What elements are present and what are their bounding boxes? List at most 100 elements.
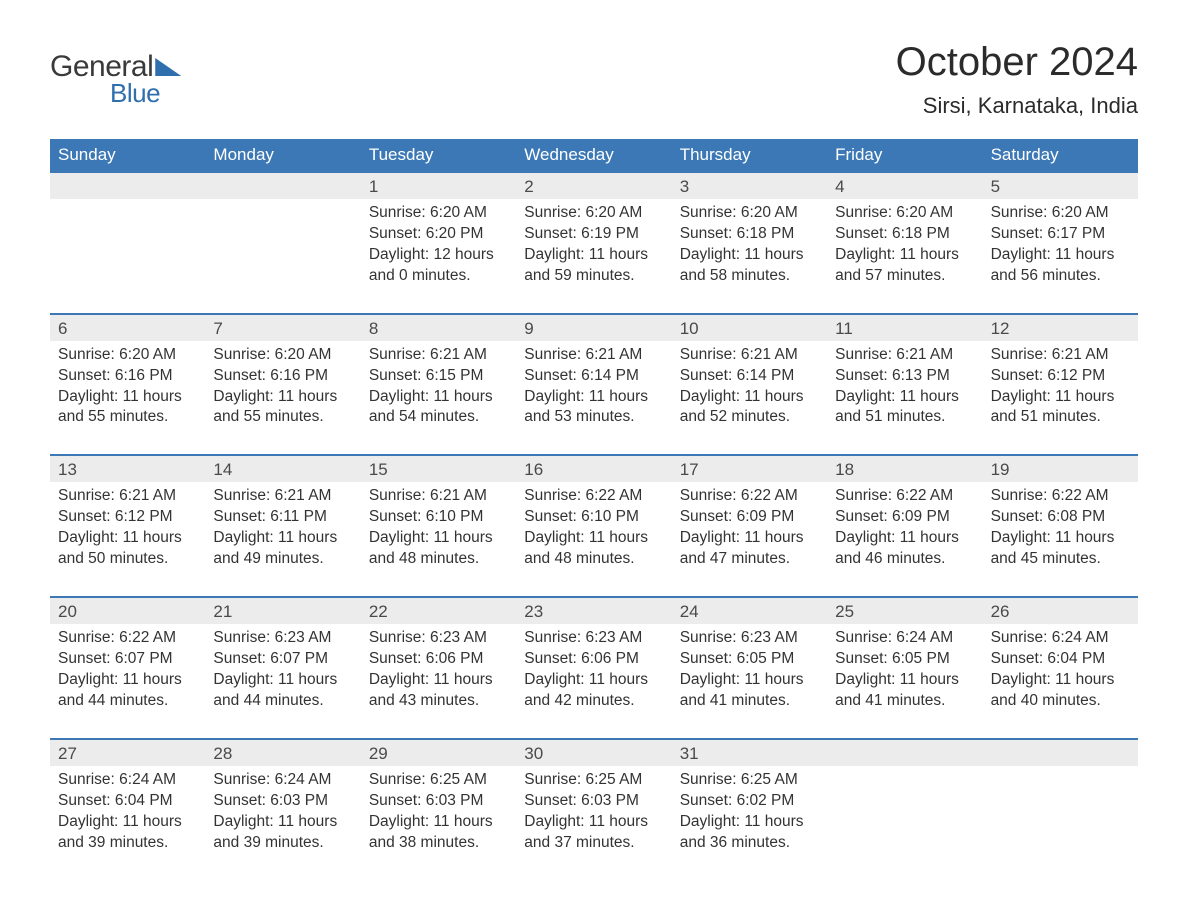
- day-cell: Sunrise: 6:24 AMSunset: 6:03 PMDaylight:…: [205, 766, 360, 858]
- logo-flag-icon: [155, 58, 181, 76]
- sunrise-line: Sunrise: 6:22 AM: [991, 486, 1130, 507]
- location-subtitle: Sirsi, Karnataka, India: [896, 93, 1138, 119]
- day-cell: Sunrise: 6:22 AMSunset: 6:08 PMDaylight:…: [983, 482, 1138, 574]
- day-number: [205, 173, 360, 199]
- day-cell: Sunrise: 6:25 AMSunset: 6:03 PMDaylight:…: [516, 766, 671, 858]
- day-cell: Sunrise: 6:21 AMSunset: 6:11 PMDaylight:…: [205, 482, 360, 574]
- sunrise-line: Sunrise: 6:25 AM: [680, 770, 819, 791]
- title-block: October 2024 Sirsi, Karnataka, India: [896, 40, 1138, 119]
- day-number: 19: [983, 456, 1138, 482]
- sunrise-line: Sunrise: 6:21 AM: [58, 486, 197, 507]
- sunrise-line: Sunrise: 6:24 AM: [835, 628, 974, 649]
- daylight-line: Daylight: 11 hours and 55 minutes.: [58, 387, 197, 429]
- day-cell: Sunrise: 6:22 AMSunset: 6:07 PMDaylight:…: [50, 624, 205, 716]
- sunrise-line: Sunrise: 6:21 AM: [369, 486, 508, 507]
- week-daynum-row: 12345: [50, 171, 1138, 199]
- sunset-line: Sunset: 6:04 PM: [58, 791, 197, 812]
- sunrise-line: Sunrise: 6:25 AM: [369, 770, 508, 791]
- sunrise-line: Sunrise: 6:21 AM: [991, 345, 1130, 366]
- daylight-line: Daylight: 11 hours and 44 minutes.: [213, 670, 352, 712]
- sunset-line: Sunset: 6:16 PM: [58, 366, 197, 387]
- daylight-line: Daylight: 11 hours and 39 minutes.: [213, 812, 352, 854]
- sunset-line: Sunset: 6:17 PM: [991, 224, 1130, 245]
- calendar-body: 12345Sunrise: 6:20 AMSunset: 6:20 PMDayl…: [50, 171, 1138, 857]
- day-number: 14: [205, 456, 360, 482]
- day-number: 21: [205, 598, 360, 624]
- day-number: 26: [983, 598, 1138, 624]
- day-cell: Sunrise: 6:20 AMSunset: 6:18 PMDaylight:…: [672, 199, 827, 291]
- sunrise-line: Sunrise: 6:23 AM: [524, 628, 663, 649]
- logo-text-blue: Blue: [110, 78, 160, 109]
- day-cell: Sunrise: 6:24 AMSunset: 6:04 PMDaylight:…: [983, 624, 1138, 716]
- day-number: 9: [516, 315, 671, 341]
- day-number: 7: [205, 315, 360, 341]
- month-title: October 2024: [896, 40, 1138, 85]
- sunset-line: Sunset: 6:11 PM: [213, 507, 352, 528]
- day-number: 28: [205, 740, 360, 766]
- day-cell: Sunrise: 6:20 AMSunset: 6:16 PMDaylight:…: [50, 341, 205, 433]
- sunset-line: Sunset: 6:04 PM: [991, 649, 1130, 670]
- day-cell: Sunrise: 6:21 AMSunset: 6:14 PMDaylight:…: [516, 341, 671, 433]
- sunset-line: Sunset: 6:09 PM: [680, 507, 819, 528]
- daylight-line: Daylight: 11 hours and 41 minutes.: [680, 670, 819, 712]
- sunset-line: Sunset: 6:03 PM: [369, 791, 508, 812]
- day-cell: Sunrise: 6:21 AMSunset: 6:10 PMDaylight:…: [361, 482, 516, 574]
- sunrise-line: Sunrise: 6:23 AM: [369, 628, 508, 649]
- daylight-line: Daylight: 11 hours and 45 minutes.: [991, 528, 1130, 570]
- sunrise-line: Sunrise: 6:23 AM: [213, 628, 352, 649]
- day-number: [827, 740, 982, 766]
- day-number: 25: [827, 598, 982, 624]
- daylight-line: Daylight: 11 hours and 38 minutes.: [369, 812, 508, 854]
- week-daynum-row: 20212223242526: [50, 596, 1138, 624]
- day-cell: Sunrise: 6:20 AMSunset: 6:17 PMDaylight:…: [983, 199, 1138, 291]
- sunset-line: Sunset: 6:05 PM: [680, 649, 819, 670]
- sunrise-line: Sunrise: 6:21 AM: [835, 345, 974, 366]
- day-cell: Sunrise: 6:22 AMSunset: 6:09 PMDaylight:…: [827, 482, 982, 574]
- sunrise-line: Sunrise: 6:22 AM: [58, 628, 197, 649]
- day-number: 15: [361, 456, 516, 482]
- page-header: General Blue October 2024 Sirsi, Karnata…: [50, 40, 1138, 119]
- sunrise-line: Sunrise: 6:20 AM: [991, 203, 1130, 224]
- day-number: 10: [672, 315, 827, 341]
- calendar-header-row: SundayMondayTuesdayWednesdayThursdayFrid…: [50, 139, 1138, 171]
- day-number: 8: [361, 315, 516, 341]
- sunset-line: Sunset: 6:03 PM: [524, 791, 663, 812]
- sunset-line: Sunset: 6:14 PM: [680, 366, 819, 387]
- day-number: 4: [827, 173, 982, 199]
- day-cell: Sunrise: 6:25 AMSunset: 6:03 PMDaylight:…: [361, 766, 516, 858]
- day-number: 11: [827, 315, 982, 341]
- day-cell: [983, 766, 1138, 858]
- day-cell: Sunrise: 6:21 AMSunset: 6:14 PMDaylight:…: [672, 341, 827, 433]
- day-cell: Sunrise: 6:22 AMSunset: 6:10 PMDaylight:…: [516, 482, 671, 574]
- day-of-week-header: Tuesday: [361, 139, 516, 171]
- week-data-row: Sunrise: 6:24 AMSunset: 6:04 PMDaylight:…: [50, 766, 1138, 858]
- daylight-line: Daylight: 11 hours and 44 minutes.: [58, 670, 197, 712]
- week-data-row: Sunrise: 6:21 AMSunset: 6:12 PMDaylight:…: [50, 482, 1138, 574]
- week-daynum-row: 13141516171819: [50, 454, 1138, 482]
- week-data-row: Sunrise: 6:20 AMSunset: 6:16 PMDaylight:…: [50, 341, 1138, 433]
- sunrise-line: Sunrise: 6:22 AM: [680, 486, 819, 507]
- day-number: 29: [361, 740, 516, 766]
- day-of-week-header: Thursday: [672, 139, 827, 171]
- day-number: 3: [672, 173, 827, 199]
- day-cell: [827, 766, 982, 858]
- week-data-row: Sunrise: 6:20 AMSunset: 6:20 PMDaylight:…: [50, 199, 1138, 291]
- day-number: 23: [516, 598, 671, 624]
- daylight-line: Daylight: 11 hours and 48 minutes.: [524, 528, 663, 570]
- day-cell: Sunrise: 6:22 AMSunset: 6:09 PMDaylight:…: [672, 482, 827, 574]
- day-cell: Sunrise: 6:23 AMSunset: 6:07 PMDaylight:…: [205, 624, 360, 716]
- sunset-line: Sunset: 6:19 PM: [524, 224, 663, 245]
- sunrise-line: Sunrise: 6:21 AM: [680, 345, 819, 366]
- day-number: 2: [516, 173, 671, 199]
- day-number: 17: [672, 456, 827, 482]
- daylight-line: Daylight: 11 hours and 54 minutes.: [369, 387, 508, 429]
- sunrise-line: Sunrise: 6:22 AM: [835, 486, 974, 507]
- day-number: 24: [672, 598, 827, 624]
- daylight-line: Daylight: 11 hours and 53 minutes.: [524, 387, 663, 429]
- day-cell: Sunrise: 6:20 AMSunset: 6:19 PMDaylight:…: [516, 199, 671, 291]
- day-number: 27: [50, 740, 205, 766]
- day-number: 18: [827, 456, 982, 482]
- sunset-line: Sunset: 6:07 PM: [58, 649, 197, 670]
- day-cell: Sunrise: 6:20 AMSunset: 6:20 PMDaylight:…: [361, 199, 516, 291]
- daylight-line: Daylight: 11 hours and 56 minutes.: [991, 245, 1130, 287]
